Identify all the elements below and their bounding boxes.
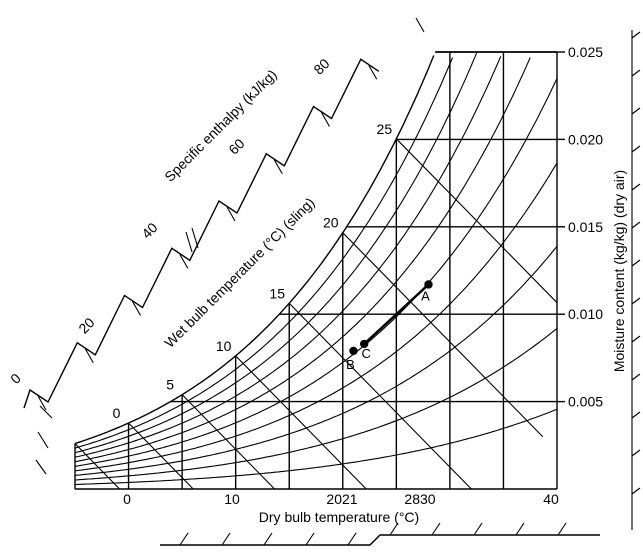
enthalpy-tick-label: 80 [310, 55, 332, 77]
rh-curve [74, 57, 531, 463]
process-line [363, 283, 430, 345]
enthalpy-tick [273, 159, 283, 175]
right-scale-tick [631, 221, 641, 229]
chart-grid [74, 51, 565, 490]
bottom-scale-tick [347, 532, 357, 546]
state-point-label: C [362, 346, 371, 361]
bottom-scale-tick [179, 532, 189, 546]
enthalpy-tick [37, 395, 47, 411]
right-scale-tick [631, 411, 641, 419]
wetbulb-tick-label: 15 [269, 285, 285, 301]
enthalpy-marker [191, 227, 199, 249]
wetbulb-tick-label: 10 [216, 338, 232, 354]
wetbulb-line [288, 302, 472, 490]
right-scale-tick [631, 107, 641, 115]
rh-curve [74, 56, 502, 458]
y-tick-label: 0.010 [568, 306, 603, 322]
rh-curve [74, 57, 454, 449]
right-scale-tick [631, 373, 641, 381]
rh-curve [74, 327, 558, 481]
state-point [349, 346, 358, 356]
bottom-scale-tick [305, 532, 315, 546]
enthalpy-tick [84, 348, 94, 364]
rh-curve [74, 52, 478, 454]
enthalpy-tick-label: 60 [225, 135, 247, 157]
x-axis-title: Dry bulb temperature (°C) [259, 509, 419, 525]
bottom-scale-tick [431, 522, 441, 536]
right-scale-tick [631, 183, 641, 191]
state-point-label: A [421, 288, 430, 303]
wetbulb-line [128, 422, 194, 490]
y-tick-label: 0.015 [568, 219, 603, 235]
y-tick-label: 0.025 [568, 44, 603, 60]
y-tick-label: 0.005 [568, 394, 603, 410]
right-scale-tick [631, 69, 641, 77]
enthalpy-tick [226, 206, 236, 222]
enthalpy-tick [368, 64, 378, 80]
bottom-scale-tick [557, 522, 567, 536]
rh-curve [74, 408, 558, 486]
state-point-label: B [346, 357, 355, 372]
y-tick-label: 0.020 [568, 131, 603, 147]
right-scale-tick [631, 259, 641, 267]
left-scale-tick [35, 459, 47, 475]
state-point [360, 339, 369, 349]
wetbulb-tick-label: 25 [377, 121, 393, 137]
rh-curve [74, 162, 558, 472]
process-line-group [349, 280, 433, 356]
wetbulb-tick-label: 5 [166, 377, 174, 393]
wetbulb-line [395, 138, 558, 304]
enthalpy-tick [415, 17, 425, 33]
right-scale-tick [631, 297, 641, 305]
x-tick-label: 2021 [326, 491, 357, 507]
enthalpy-tick-label: 40 [138, 219, 160, 241]
enthalpy-axis-title: Specific enthalpy (kJ/kg) [161, 66, 280, 185]
wetbulb-tick-label: 20 [323, 215, 339, 231]
rh-curve [74, 78, 558, 467]
x-tick-label: 0 [123, 491, 131, 507]
chart-frame-decor [23, 17, 641, 546]
bottom-scale-tick [515, 522, 525, 536]
chart-labels: 0 10 2021 2830 40 Dry bulb temperature (… [7, 44, 627, 525]
enthalpy-scale-line [23, 58, 380, 409]
right-scale-tick [631, 145, 641, 153]
left-scale-tick [37, 431, 49, 449]
wetbulb-lines [74, 138, 558, 490]
right-scale-tick [631, 31, 641, 39]
x-tick-label: 2830 [404, 491, 435, 507]
wetbulb-line [235, 355, 367, 490]
saturation-curve [74, 55, 435, 445]
y-axis-title: Moisture content (kg/kg) (dry air) [611, 170, 627, 372]
enthalpy-tick [179, 253, 189, 269]
right-scale-tick [631, 487, 641, 495]
left-scale-tick [39, 405, 53, 419]
enthalpy-tick-label: 20 [75, 314, 97, 336]
enthalpy-tick-label: 0 [7, 370, 24, 387]
enthalpy-marker [185, 231, 193, 253]
bottom-scale-line [160, 534, 600, 546]
wetbulb-axis-title: Wet bulb temperature (°C) (sling) [161, 194, 317, 350]
bottom-scale-tick [221, 532, 231, 546]
enthalpy-tick [321, 112, 330, 127]
wetbulb-line [74, 443, 120, 490]
bottom-scale-tick [263, 532, 273, 546]
bottom-scale-tick [389, 522, 399, 536]
rh-curves [74, 52, 558, 486]
wetbulb-line [342, 232, 544, 438]
wetbulb-line [181, 394, 275, 490]
rh-curve [74, 245, 558, 476]
wetbulb-tick-label: 0 [113, 405, 121, 421]
right-scale-tick [631, 449, 641, 457]
state-point [424, 280, 433, 289]
x-tick-label: 10 [224, 491, 240, 507]
bottom-scale-tick [473, 522, 483, 536]
enthalpy-tick [132, 301, 141, 316]
x-tick-label: 40 [543, 491, 559, 507]
right-scale-tick [631, 335, 641, 343]
